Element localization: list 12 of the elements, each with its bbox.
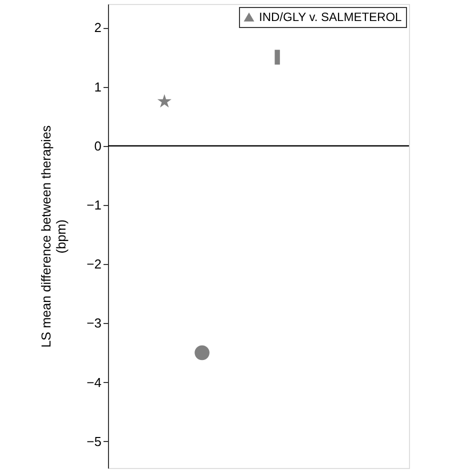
y-tick-label: −4	[86, 374, 102, 390]
point	[157, 94, 172, 108]
legend-label: IND/GLY v. SALMETEROL	[259, 10, 402, 24]
y-axis-title: LS mean difference between therapies (bpm)	[38, 124, 69, 348]
y-tick-label: 2	[94, 20, 102, 36]
y-tick-label: −5	[86, 434, 102, 449]
y-tick-label: −2	[86, 256, 102, 272]
y-tick-label: −1	[86, 197, 102, 212]
y-tick-label: −3	[86, 316, 102, 331]
y-tick-label: 1	[94, 79, 102, 94]
y-tick-label: 0	[94, 138, 102, 154]
point	[194, 345, 210, 360]
